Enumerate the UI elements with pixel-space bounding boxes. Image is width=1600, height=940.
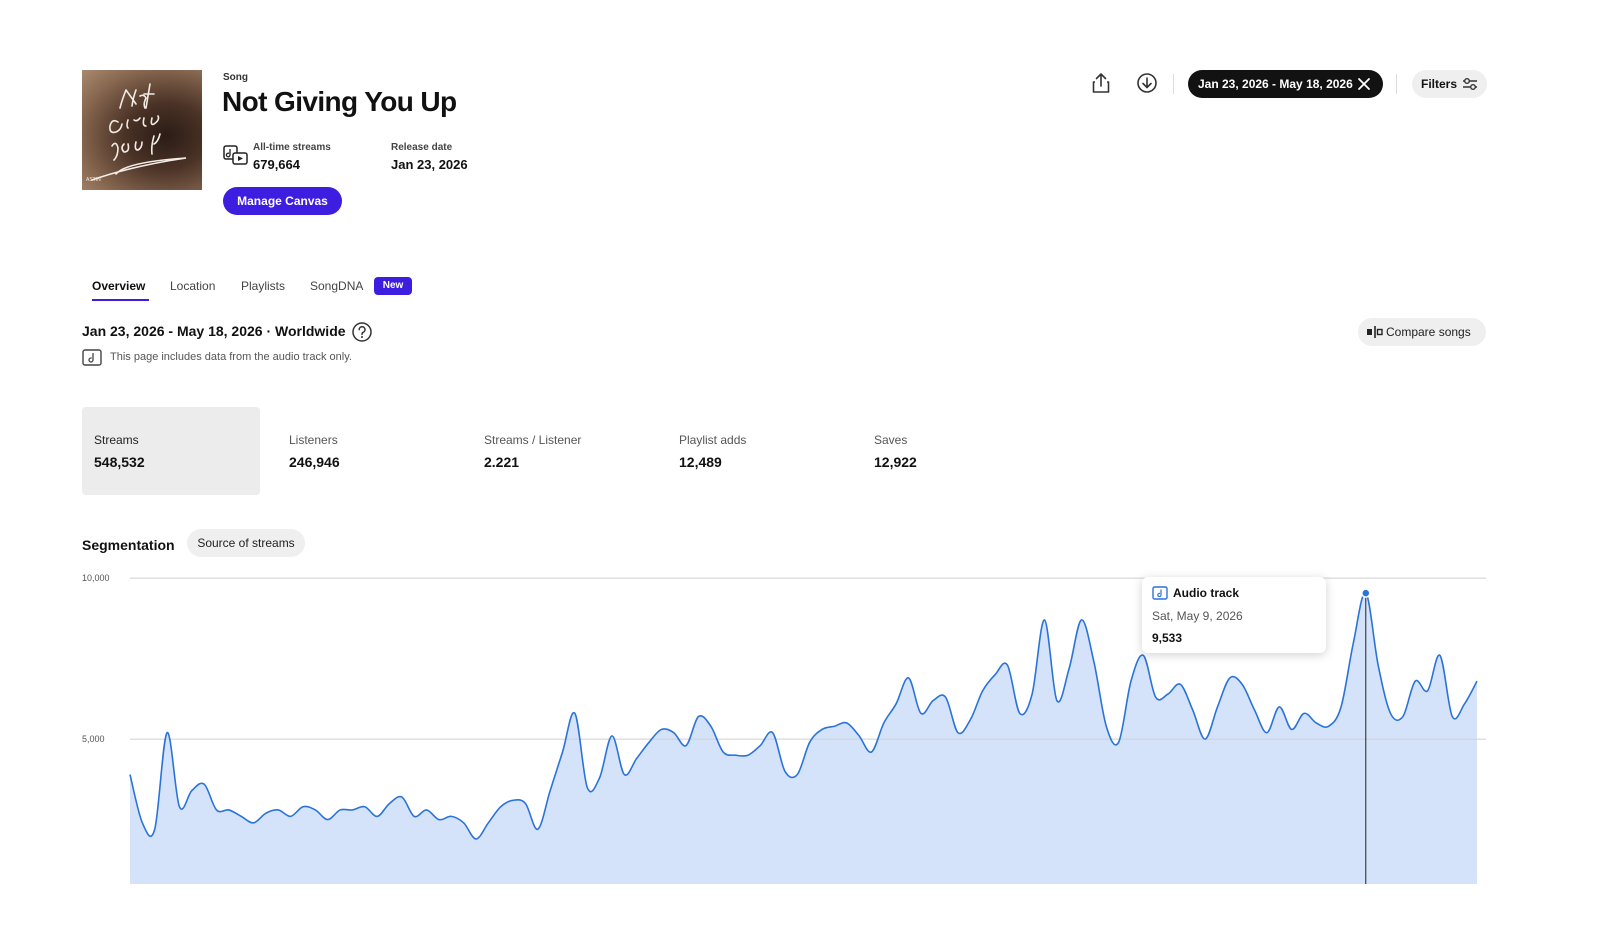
metric-value: 246,946 (289, 454, 340, 470)
date-range-text: Jan 23, 2026 - May 18, 2026 (1198, 77, 1353, 91)
metric-streams-per-listener[interactable]: Streams / Listener 2.221 (472, 407, 650, 495)
all-time-streams-value: 679,664 (253, 157, 300, 172)
audio-only-note: This page includes data from the audio t… (110, 351, 352, 363)
range-title: Jan 23, 2026 - May 18, 2026 · Worldwide (82, 323, 346, 339)
metric-value: 2.221 (484, 454, 520, 470)
song-analytics-page: ASTIN Song Not Giving You Up All-time st… (42, 42, 1528, 884)
tab-songdna[interactable]: SongDNA (310, 279, 364, 293)
tab-location[interactable]: Location (170, 279, 216, 293)
metric-label: Saves (874, 433, 908, 447)
download-icon (1137, 73, 1157, 93)
sliders-icon (1463, 78, 1477, 90)
album-cover: ASTIN (82, 70, 202, 190)
filters-label: Filters (1421, 77, 1458, 91)
tooltip-value: 9,533 (1152, 631, 1183, 645)
help-icon[interactable] (351, 321, 373, 343)
metric-label: Playlist adds (679, 433, 747, 447)
metric-label: Streams / Listener (484, 433, 582, 447)
tab-playlists[interactable]: Playlists (241, 279, 286, 293)
share-icon (1092, 73, 1110, 93)
filters-button[interactable]: Filters (1412, 70, 1487, 98)
release-date-value: Jan 23, 2026 (391, 157, 468, 172)
manage-canvas-button[interactable]: Manage Canvas (223, 187, 342, 215)
series-line (129, 592, 1478, 840)
series-area (130, 592, 1477, 884)
song-kind-label: Song (223, 72, 248, 83)
svg-text:ASTIN: ASTIN (86, 177, 101, 183)
audio-track-icon (1152, 586, 1168, 600)
source-of-streams-chip[interactable]: Source of streams (187, 529, 305, 557)
metric-value: 12,922 (874, 454, 917, 470)
new-badge: New (374, 277, 412, 295)
compare-songs-label: Compare songs (1386, 325, 1471, 339)
release-date-label: Release date (391, 142, 453, 153)
tooltip-series: Audio track (1173, 586, 1240, 600)
metric-listeners[interactable]: Listeners 246,946 (277, 407, 455, 495)
download-button[interactable] (1134, 70, 1160, 96)
segmentation-label: Segmentation (82, 537, 175, 553)
active-tab-indicator (92, 299, 149, 301)
share-button[interactable] (1088, 70, 1114, 96)
all-time-streams-label: All-time streams (253, 142, 331, 153)
metric-value: 548,532 (94, 454, 145, 470)
y-tick-label: 5,000 (82, 734, 105, 744)
metric-label: Streams (94, 433, 139, 447)
audio-video-icon (223, 145, 248, 165)
streams-area-chart[interactable]: 10,000 5,000 (42, 562, 1528, 884)
toolbar-divider (1396, 74, 1397, 94)
song-title: Not Giving You Up (222, 86, 457, 117)
highlight-point[interactable] (1361, 588, 1371, 598)
audio-track-icon (82, 349, 102, 366)
compare-icon (1367, 326, 1383, 338)
cover-art-lettering: ASTIN (86, 83, 187, 183)
toolbar-divider (1173, 74, 1174, 94)
metric-streams[interactable]: Streams 548,532 (82, 407, 260, 495)
metric-label: Listeners (289, 433, 338, 447)
close-icon[interactable] (1355, 75, 1373, 93)
tab-overview[interactable]: Overview (92, 279, 146, 293)
date-range-pill[interactable]: Jan 23, 2026 - May 18, 2026 (1188, 70, 1383, 98)
metric-saves[interactable]: Saves 12,922 (862, 407, 1040, 495)
compare-songs-button[interactable]: Compare songs (1358, 318, 1486, 346)
y-tick-label: 10,000 (82, 573, 110, 583)
metric-playlist-adds[interactable]: Playlist adds 12,489 (667, 407, 845, 495)
tooltip-date: Sat, May 9, 2026 (1152, 609, 1243, 623)
chart-tooltip: Audio track Sat, May 9, 2026 9,533 (1142, 577, 1326, 653)
metric-value: 12,489 (679, 454, 722, 470)
